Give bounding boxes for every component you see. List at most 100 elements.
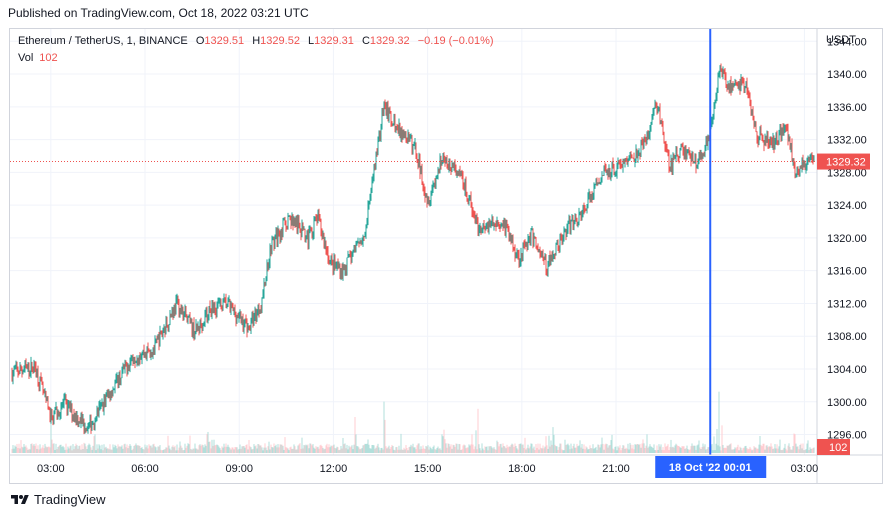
volume-bar bbox=[143, 449, 145, 453]
volume-bar bbox=[739, 446, 741, 453]
volume-bar bbox=[609, 444, 611, 453]
volume-bar bbox=[97, 448, 99, 453]
volume-bar bbox=[679, 447, 681, 453]
volume-bar bbox=[600, 444, 602, 453]
symbol-title[interactable]: Ethereum / TetherUS, 1, BINANCE bbox=[18, 35, 188, 47]
volume-bar bbox=[654, 449, 656, 453]
volume-bar bbox=[287, 448, 289, 453]
volume-bar bbox=[392, 446, 394, 453]
volume-bar bbox=[369, 448, 371, 453]
volume-bar bbox=[162, 449, 164, 453]
volume-bar bbox=[406, 448, 408, 453]
volume-bar bbox=[606, 444, 608, 453]
volume-bar bbox=[89, 444, 91, 453]
currency-label[interactable]: USDT bbox=[826, 34, 856, 46]
volume-bar bbox=[62, 445, 64, 453]
volume-bar bbox=[554, 444, 556, 453]
volume-bar bbox=[14, 445, 16, 453]
volume-bar bbox=[791, 449, 793, 453]
volume-bar bbox=[196, 448, 198, 453]
volume-bar bbox=[146, 445, 148, 453]
volume-bar bbox=[579, 440, 581, 453]
volume-bar bbox=[728, 445, 730, 453]
volume-bar bbox=[194, 443, 196, 453]
volume-bar bbox=[83, 442, 85, 453]
volume-bar bbox=[749, 446, 751, 453]
time-axis[interactable]: 03:00 06:00 09:00 12:00 15:00 18:00 21:00 03:00 bbox=[37, 463, 818, 475]
volume-bar bbox=[210, 448, 212, 453]
volume-bar bbox=[627, 443, 629, 453]
volume-bar bbox=[262, 450, 264, 453]
volume-bar bbox=[299, 443, 301, 453]
volume-bar bbox=[605, 443, 607, 453]
volume-bar bbox=[447, 443, 449, 453]
volume-bar bbox=[705, 449, 707, 453]
volume-bar bbox=[131, 450, 133, 453]
volume-bar bbox=[193, 448, 195, 453]
volume-bar bbox=[468, 444, 470, 453]
price-axis[interactable]: 1296.00 1300.00 1304.00 1308.00 1312.00 1316.… bbox=[827, 36, 867, 441]
volume-bar bbox=[166, 447, 168, 453]
volume-bar bbox=[105, 446, 107, 453]
low-label: L bbox=[308, 35, 315, 47]
tradingview-logo[interactable]: TradingView bbox=[10, 492, 106, 507]
volume-bar bbox=[190, 448, 192, 453]
volume-bar bbox=[304, 445, 306, 453]
volume-bar bbox=[696, 445, 698, 453]
volume-bar bbox=[251, 449, 253, 453]
volume-bar bbox=[296, 449, 298, 453]
volume-bar bbox=[564, 439, 566, 453]
volume-bar bbox=[345, 448, 347, 453]
volume-bar bbox=[248, 440, 250, 453]
volume-bar bbox=[784, 443, 786, 453]
volume-bar bbox=[467, 447, 469, 453]
volume-bar bbox=[502, 443, 504, 453]
volume-bar bbox=[785, 448, 787, 453]
volume-bar bbox=[171, 446, 173, 453]
volume-bar bbox=[526, 447, 528, 453]
volume-bar bbox=[208, 441, 210, 453]
volume-bar bbox=[328, 444, 330, 453]
volume-bar bbox=[322, 447, 324, 453]
volume-bar bbox=[187, 443, 189, 453]
volume-bar bbox=[206, 433, 208, 453]
volume-bar bbox=[167, 435, 169, 453]
volume-bar bbox=[165, 447, 167, 453]
volume-bar bbox=[472, 444, 474, 453]
volume-bar bbox=[594, 447, 596, 453]
volume-bar bbox=[640, 447, 642, 453]
volume-bar bbox=[524, 437, 526, 453]
volume-bar bbox=[269, 449, 271, 453]
volume-bar bbox=[678, 446, 680, 453]
volume-bar bbox=[27, 449, 29, 453]
volume-bar bbox=[658, 444, 660, 453]
volume-bar bbox=[151, 447, 153, 453]
volume-bar bbox=[29, 449, 31, 453]
volume-bar bbox=[659, 446, 661, 453]
volume-bar bbox=[111, 449, 113, 453]
x-tick-label: 15:00 bbox=[414, 463, 442, 475]
volume-bar bbox=[46, 447, 48, 453]
volume-bar bbox=[415, 449, 417, 453]
volume-bar bbox=[16, 443, 18, 453]
volume-bar bbox=[537, 443, 539, 453]
volume-bar bbox=[613, 449, 615, 453]
volume-bar bbox=[599, 447, 601, 453]
volume-bar bbox=[670, 439, 672, 453]
volume-bar bbox=[59, 444, 61, 453]
volume-bar bbox=[44, 443, 46, 453]
candles[interactable] bbox=[11, 63, 815, 435]
volume-bar bbox=[503, 446, 505, 453]
volume-bar bbox=[585, 446, 587, 453]
volume-bar bbox=[432, 446, 434, 453]
volume-bar bbox=[204, 444, 206, 453]
volume-bar bbox=[134, 444, 136, 453]
volume-bar bbox=[646, 434, 648, 453]
volume-bar bbox=[136, 445, 138, 453]
volume-bar bbox=[295, 449, 297, 453]
volume-bar bbox=[663, 450, 665, 453]
volume-bar bbox=[53, 443, 55, 453]
volume-bar bbox=[157, 446, 159, 453]
volume-bar bbox=[625, 447, 627, 453]
